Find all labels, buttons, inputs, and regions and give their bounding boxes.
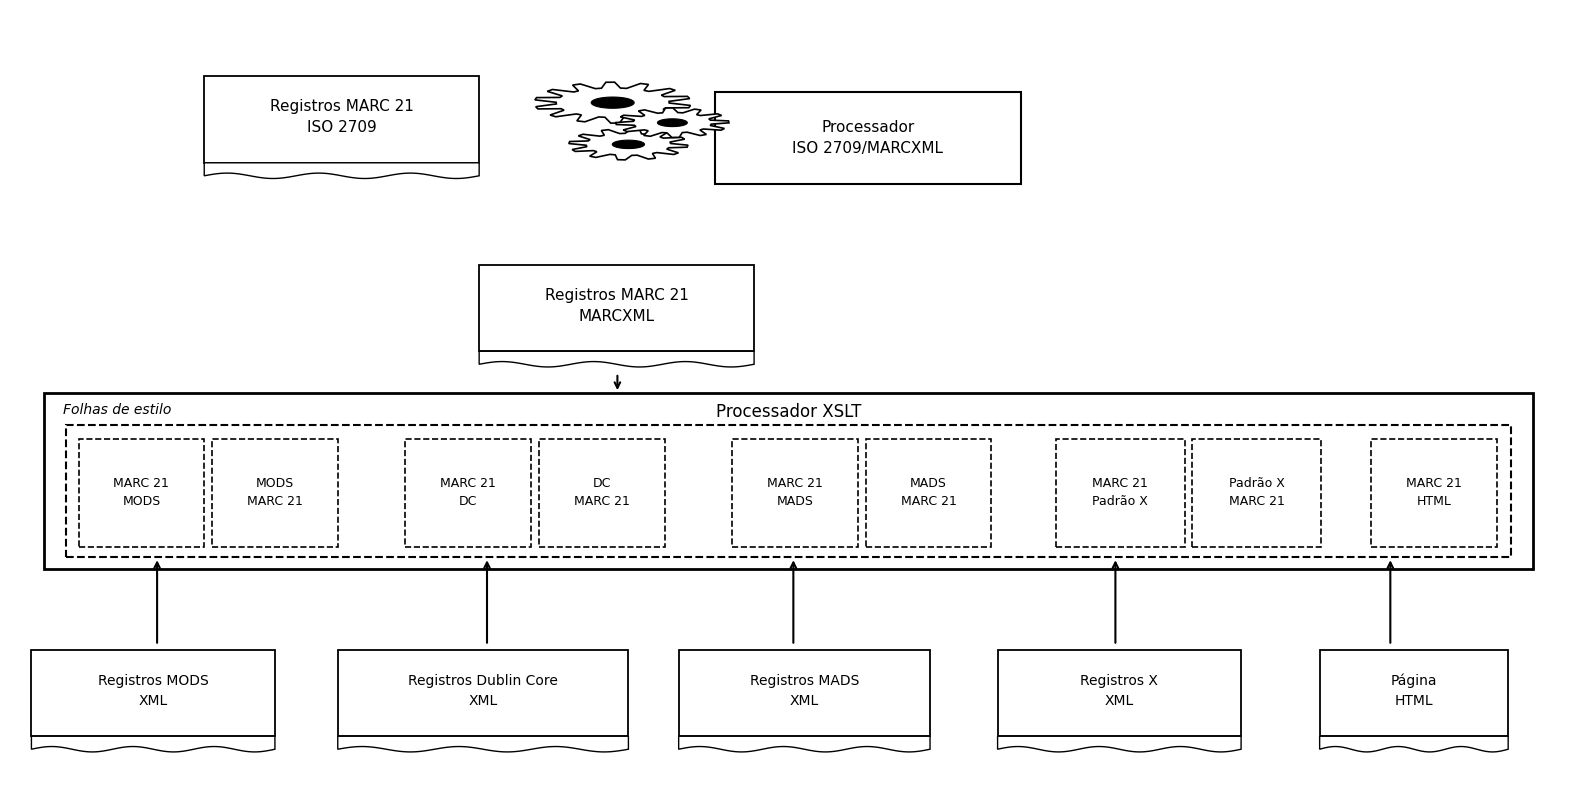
Text: Padrão X
MARC 21: Padrão X MARC 21 bbox=[1229, 477, 1285, 508]
Polygon shape bbox=[204, 163, 479, 179]
Polygon shape bbox=[31, 650, 275, 736]
Text: MARC 21
MODS: MARC 21 MODS bbox=[113, 477, 170, 508]
Polygon shape bbox=[204, 76, 479, 163]
Text: MARC 21
HTML: MARC 21 HTML bbox=[1406, 477, 1463, 508]
Polygon shape bbox=[679, 650, 930, 736]
Polygon shape bbox=[66, 425, 1511, 557]
Polygon shape bbox=[1320, 650, 1508, 736]
Polygon shape bbox=[998, 736, 1241, 752]
Polygon shape bbox=[405, 439, 531, 547]
Polygon shape bbox=[31, 736, 275, 752]
Polygon shape bbox=[658, 119, 687, 127]
Polygon shape bbox=[732, 439, 858, 547]
Text: Registros X
XML: Registros X XML bbox=[1081, 674, 1158, 707]
Polygon shape bbox=[338, 736, 628, 752]
Text: DC
MARC 21: DC MARC 21 bbox=[573, 477, 630, 508]
Text: MODS
MARC 21: MODS MARC 21 bbox=[247, 477, 303, 508]
Polygon shape bbox=[479, 351, 754, 367]
Text: MADS
MARC 21: MADS MARC 21 bbox=[900, 477, 957, 508]
Text: Processador
ISO 2709/MARCXML: Processador ISO 2709/MARCXML bbox=[792, 120, 944, 156]
Polygon shape bbox=[613, 140, 644, 148]
Polygon shape bbox=[44, 393, 1533, 569]
Polygon shape bbox=[1371, 439, 1497, 547]
Text: Registros MADS
XML: Registros MADS XML bbox=[749, 674, 859, 707]
Text: Registros Dublin Core
XML: Registros Dublin Core XML bbox=[408, 674, 558, 707]
Polygon shape bbox=[998, 650, 1241, 736]
Polygon shape bbox=[539, 439, 665, 547]
Text: Folhas de estilo: Folhas de estilo bbox=[63, 403, 171, 416]
Text: MARC 21
DC: MARC 21 DC bbox=[440, 477, 496, 508]
Polygon shape bbox=[715, 92, 1021, 184]
Text: Processador XSLT: Processador XSLT bbox=[716, 403, 861, 420]
Polygon shape bbox=[212, 439, 338, 547]
Polygon shape bbox=[79, 439, 204, 547]
Polygon shape bbox=[1056, 439, 1185, 547]
Polygon shape bbox=[479, 265, 754, 351]
Text: Registros MARC 21
ISO 2709: Registros MARC 21 ISO 2709 bbox=[270, 99, 413, 136]
Polygon shape bbox=[679, 736, 930, 752]
Polygon shape bbox=[616, 108, 729, 137]
Polygon shape bbox=[591, 97, 635, 108]
Polygon shape bbox=[534, 82, 691, 124]
Polygon shape bbox=[338, 650, 628, 736]
Text: MARC 21
MADS: MARC 21 MADS bbox=[767, 477, 823, 508]
Text: Registros MARC 21
MARCXML: Registros MARC 21 MARCXML bbox=[545, 288, 688, 324]
Polygon shape bbox=[1192, 439, 1321, 547]
Text: Registros MODS
XML: Registros MODS XML bbox=[97, 674, 209, 707]
Polygon shape bbox=[1320, 736, 1508, 752]
Text: MARC 21
Padrão X: MARC 21 Padrão X bbox=[1092, 477, 1148, 508]
Polygon shape bbox=[569, 129, 688, 160]
Text: Página
HTML: Página HTML bbox=[1390, 674, 1437, 707]
Polygon shape bbox=[866, 439, 991, 547]
